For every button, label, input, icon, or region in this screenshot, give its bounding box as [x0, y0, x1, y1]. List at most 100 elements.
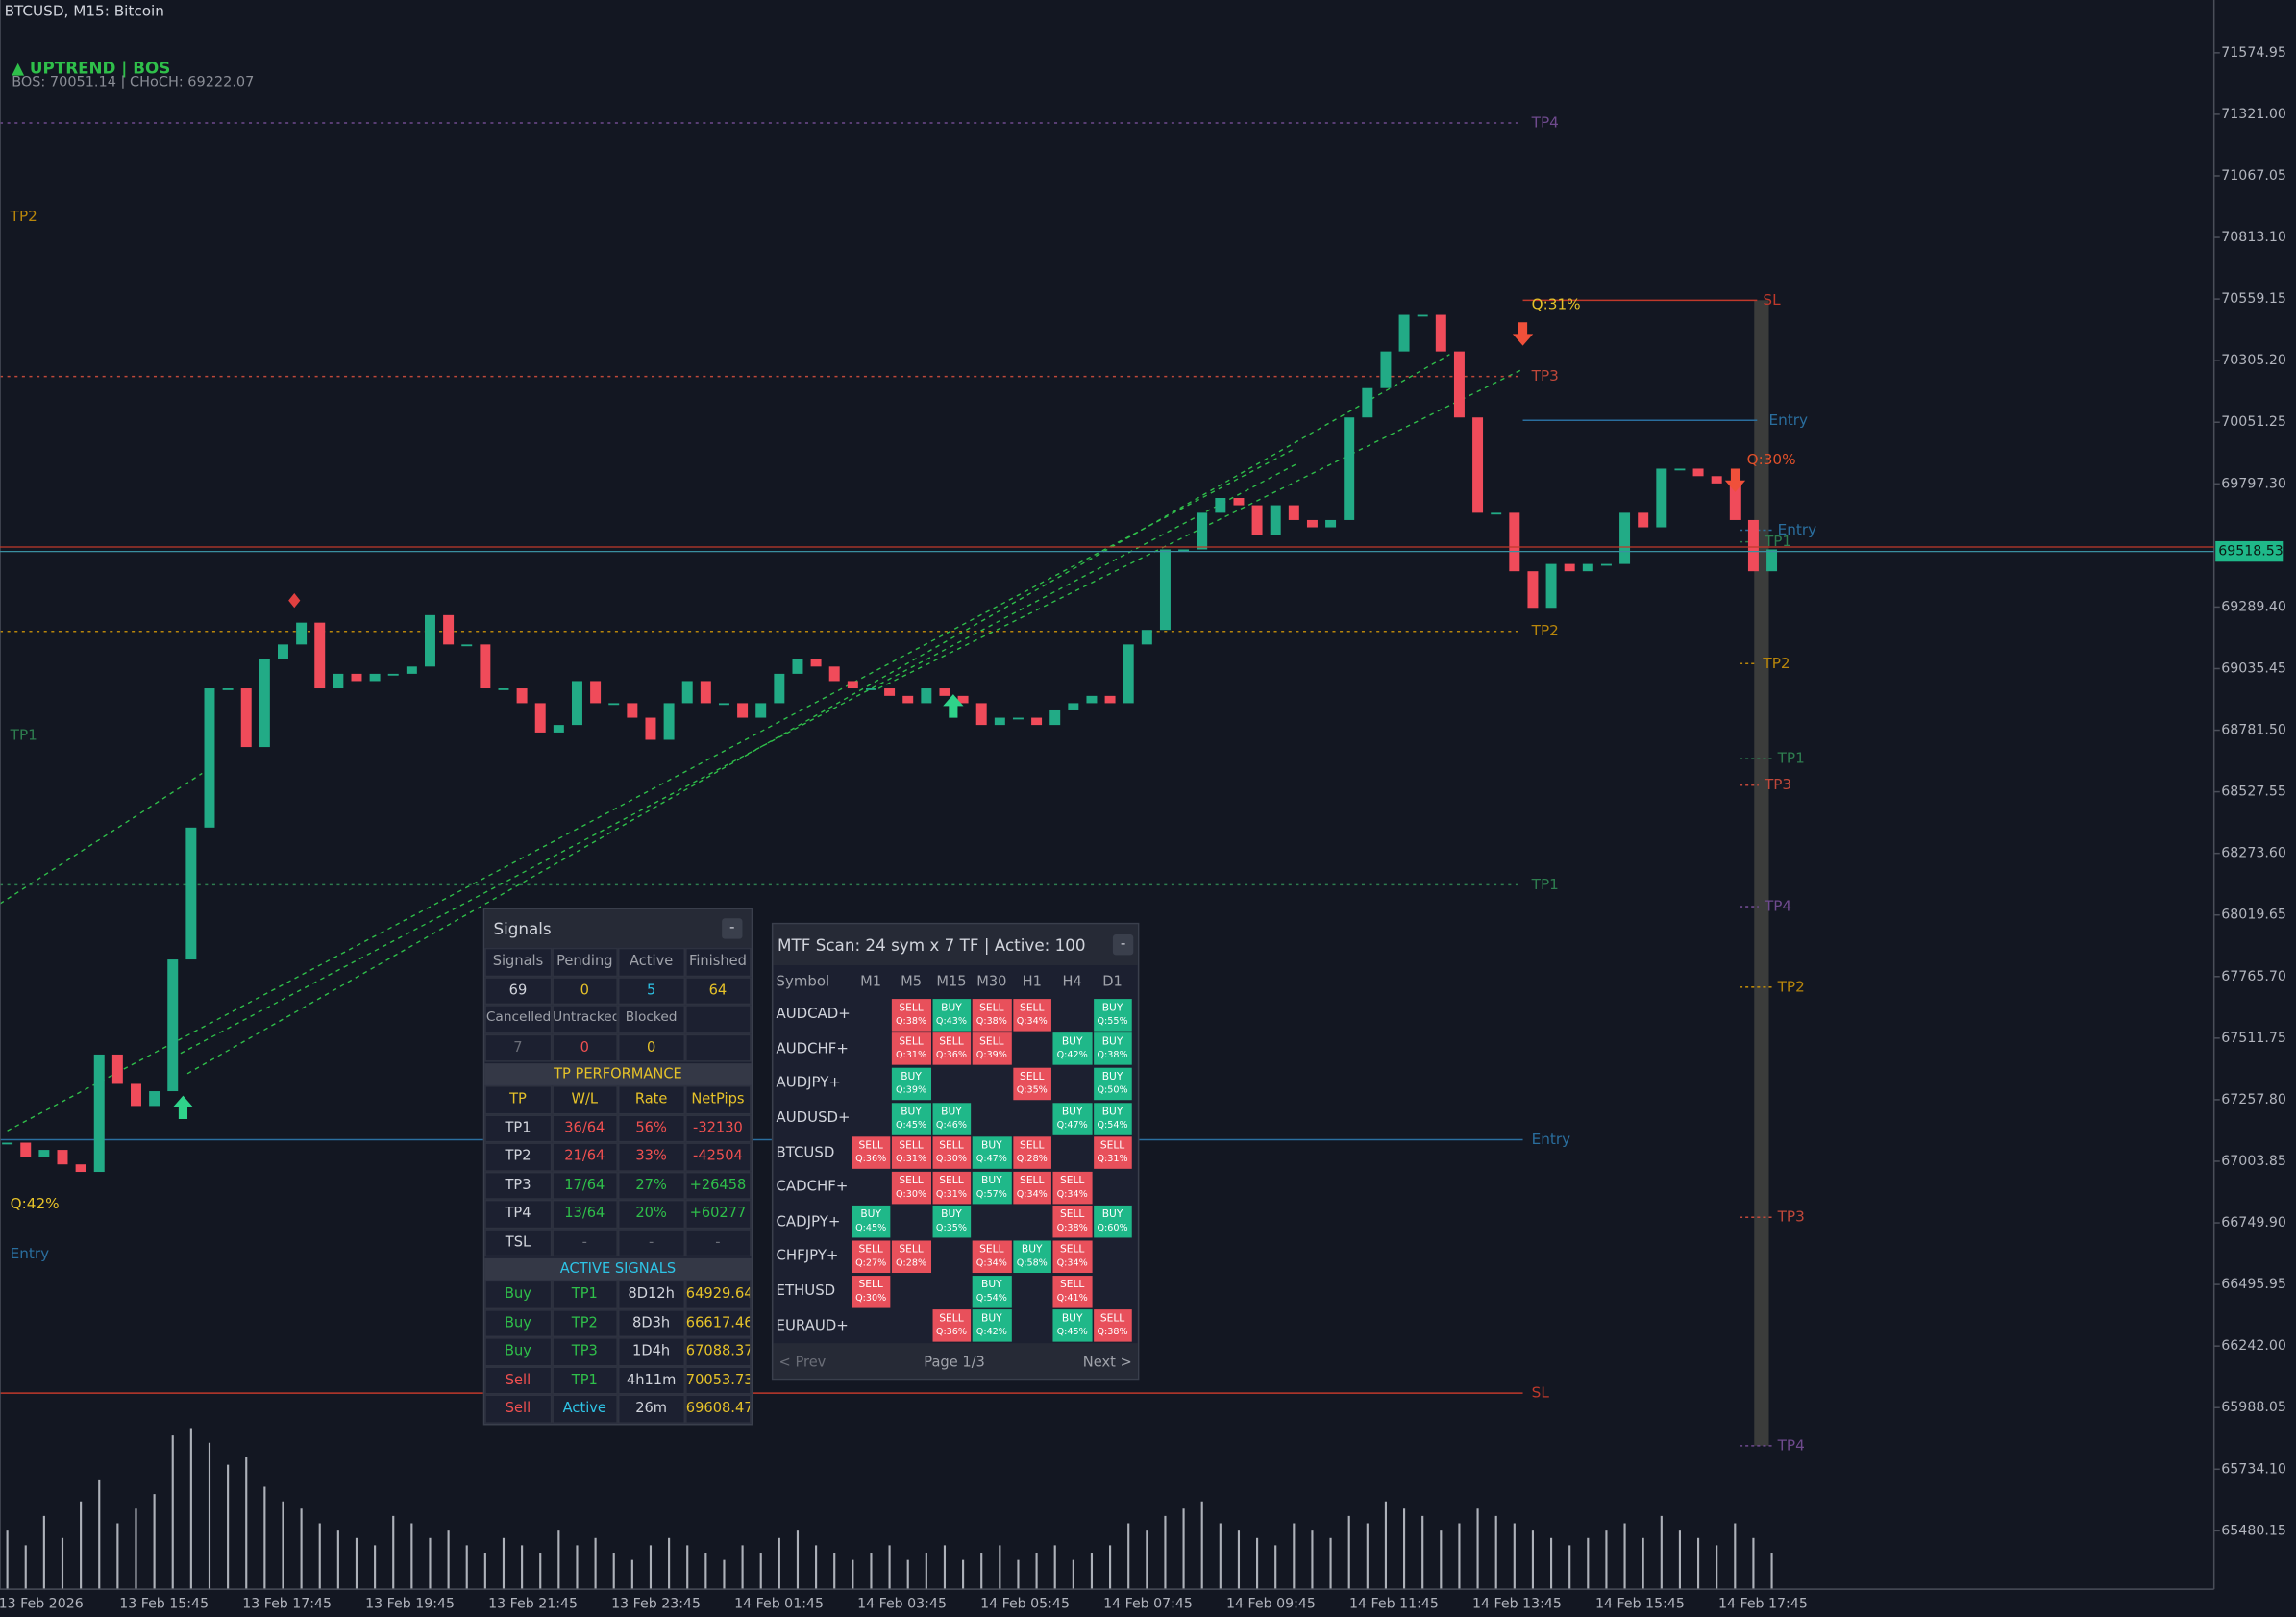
candle: [387, 673, 399, 676]
signal-quality: Q:54%: [1097, 1119, 1128, 1131]
side-label: TP2: [1762, 655, 1790, 672]
x-tick-label: 13 Feb 23:45: [611, 1596, 701, 1611]
signal-type: SELL: [1020, 1070, 1045, 1082]
signal-type: SELL: [899, 1243, 924, 1256]
symbol: AUDCAD+: [776, 1007, 851, 1023]
signal-cell: BUY Q:58%: [1012, 1240, 1051, 1273]
signal-quality: Q:34%: [975, 1257, 1007, 1269]
candle: [1491, 512, 1502, 515]
candle: [1674, 468, 1686, 471]
header-cell: W/L: [551, 1084, 618, 1114]
signal-quality: Q:35%: [935, 1223, 968, 1234]
active-cell: 26m: [617, 1394, 685, 1424]
y-tick-label: 71067.05: [2221, 168, 2286, 184]
tp-cell: 20%: [617, 1199, 685, 1229]
column-header: M15: [936, 973, 967, 990]
panel-title: MTF Scan: 24 sym x 7 TF | Active: 100: [778, 934, 1086, 955]
candle: [351, 673, 362, 682]
side-label: Entry: [1778, 521, 1817, 538]
signal-cell: BUY Q:43%: [931, 998, 972, 1032]
candle: [939, 688, 950, 696]
panel-header: MTF Scan: 24 sym x 7 TF | Active: 100 -: [773, 924, 1138, 966]
signal-quality: Q:30%: [895, 1188, 927, 1200]
summary-grid: Signals Pending Active Finished 69 0 5 64 Cancel…: [484, 947, 752, 1062]
signal-type: SELL: [979, 1243, 1004, 1256]
signal-quality: Q:31%: [895, 1051, 927, 1061]
signal-type: SELL: [899, 1001, 924, 1014]
signal-type: BUY: [1101, 1105, 1123, 1117]
header-cell: Finished: [684, 947, 752, 977]
side-label: Q:30%: [1747, 451, 1796, 468]
signal-type: SELL: [858, 1278, 883, 1290]
candle: [1453, 351, 1465, 418]
header-cell: Rate: [617, 1084, 685, 1114]
minimize-button[interactable]: -: [722, 918, 743, 939]
level-label: TP4: [1531, 113, 1559, 131]
active-cell: Active: [551, 1394, 618, 1424]
signal-cell: SELL Q:31%: [1093, 1136, 1132, 1170]
y-tick-label: 67765.70: [2221, 969, 2286, 984]
candle: [1582, 563, 1593, 572]
signal-cell: BUY Q:50%: [1093, 1067, 1132, 1101]
tp-cell: -: [684, 1228, 752, 1257]
candle: [1270, 505, 1281, 535]
candle: [902, 695, 914, 704]
mtf-header-row: Symbol M1 M5 M15 M30 H1 H4 D1: [773, 965, 1137, 998]
signal-quality: Q:34%: [1056, 1257, 1088, 1269]
level-label: TP2: [1531, 622, 1559, 639]
candle: [1306, 519, 1318, 528]
signal-type: SELL: [939, 1035, 964, 1048]
page-indicator: Page 1/3: [924, 1355, 985, 1372]
x-tick-label: 13 Feb 19:45: [365, 1596, 455, 1611]
side-label: TP4: [1764, 898, 1791, 915]
tp-cell: -: [551, 1228, 618, 1257]
candle: [75, 1164, 86, 1173]
signal-cell: SELL Q:28%: [891, 1240, 931, 1273]
signal-type: BUY: [1101, 1001, 1123, 1014]
signal-cell: SELL Q:35%: [1012, 1067, 1051, 1101]
candle: [994, 717, 1005, 726]
mtf-row: CADCHF+ SELL Q:30% SELL Q:31% BUY Q:57% SELL Q:3…: [773, 1170, 1137, 1205]
next-button[interactable]: Next >: [1082, 1355, 1132, 1372]
symbol: EURAUD+: [776, 1317, 849, 1334]
candle: [737, 703, 749, 718]
candle: [1600, 563, 1612, 566]
y-tick-label: 69289.40: [2221, 599, 2286, 614]
symbol: CADCHF+: [776, 1179, 849, 1196]
candle: [1564, 563, 1575, 572]
x-tick-label: 13 Feb 15:45: [119, 1596, 209, 1611]
signal-quality: Q:42%: [975, 1327, 1007, 1338]
candle: [645, 717, 656, 740]
signal-quality: Q:35%: [1016, 1084, 1048, 1096]
candle: [608, 703, 620, 706]
candle: [1435, 314, 1446, 352]
mtf-row: CHFJPY+ SELL Q:27% SELL Q:28% SELL Q:34% BUY Q:5…: [773, 1239, 1137, 1274]
y-tick-label: 67003.85: [2221, 1154, 2286, 1169]
signal-quality: Q:31%: [1097, 1154, 1128, 1165]
pager: < Prev Page 1/3 Next >: [773, 1343, 1138, 1379]
symbol: AUDUSD+: [776, 1110, 851, 1127]
level-label: TP3: [1531, 367, 1559, 385]
signal-type: SELL: [1020, 1001, 1045, 1014]
candle: [20, 1142, 32, 1157]
sell-arrow: [1724, 468, 1746, 492]
buy-arrow: [172, 1095, 194, 1120]
signal-type: BUY: [941, 1105, 962, 1117]
signal-cell: BUY Q:46%: [931, 1102, 972, 1135]
column-header: M30: [976, 973, 1007, 990]
prev-button[interactable]: < Prev: [778, 1355, 827, 1372]
y-tick-label: 66495.95: [2221, 1277, 2286, 1292]
signal-quality: Q:34%: [1056, 1188, 1088, 1200]
active-cell: TP2: [551, 1308, 618, 1338]
candle: [167, 959, 179, 1092]
tp-cell: -42504: [684, 1142, 752, 1172]
panel-header: Signals -: [484, 909, 752, 948]
signal-quality: Q:36%: [935, 1051, 968, 1061]
signal-cell: SELL Q:31%: [931, 1171, 972, 1205]
column-header: D1: [1102, 973, 1123, 990]
candle: [1325, 519, 1337, 528]
minimize-button[interactable]: -: [1112, 934, 1134, 956]
